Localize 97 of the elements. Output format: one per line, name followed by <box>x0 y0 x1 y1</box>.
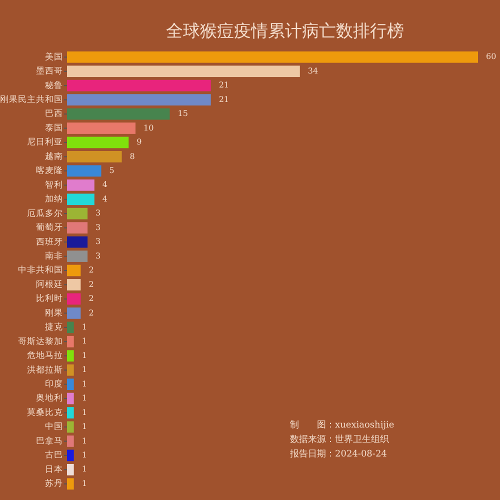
bar <box>67 122 136 134</box>
y-tick-label: 古巴 <box>45 450 63 461</box>
y-tick-label: 秘鲁 <box>45 80 63 91</box>
bar <box>67 392 74 404</box>
y-tick-label: 西班牙 <box>36 236 63 248</box>
annotation: 报告日期：2024-08-24 <box>289 448 388 460</box>
data-label: 1 <box>82 464 87 474</box>
y-tick-label: 厄瓜多尔 <box>27 208 63 219</box>
y-tick-label: 美国 <box>45 51 63 62</box>
y-tick-label: 奥地利 <box>36 392 63 404</box>
data-label: 4 <box>102 180 108 190</box>
bar <box>67 364 74 376</box>
bar <box>67 378 74 390</box>
y-tick-label: 哥斯达黎加 <box>18 336 63 347</box>
data-label: 1 <box>82 379 87 388</box>
data-label: 2 <box>88 308 94 318</box>
data-label: 15 <box>178 109 188 118</box>
bar <box>67 136 129 148</box>
data-label: 2 <box>88 294 94 304</box>
y-tick-label: 巴西 <box>45 109 63 120</box>
bar <box>67 222 88 234</box>
y-tick-label: 苏丹 <box>45 478 63 490</box>
data-label: 2 <box>88 280 94 289</box>
y-tick-label: 葡萄牙 <box>36 222 63 234</box>
y-tick-label: 南非 <box>45 250 63 262</box>
bar <box>67 208 88 220</box>
bar <box>67 94 211 106</box>
y-tick-label: 智利 <box>45 179 63 190</box>
y-tick-label: 尼日利亚 <box>27 136 63 148</box>
y-tick-label: 墨西哥 <box>36 66 63 77</box>
data-label: 9 <box>136 138 142 147</box>
data-label: 3 <box>96 208 101 218</box>
bar <box>67 51 478 63</box>
bar <box>67 322 74 334</box>
bar <box>67 66 300 78</box>
y-tick-label: 喀麦隆 <box>36 165 63 176</box>
y-tick-label: 加纳 <box>45 194 63 205</box>
y-tick-label: 中非共和国 <box>18 264 63 276</box>
data-label: 3 <box>96 222 101 232</box>
bar <box>67 279 81 290</box>
data-label: 3 <box>96 237 101 246</box>
bar <box>67 80 211 92</box>
data-label: 1 <box>82 408 87 417</box>
data-label: 1 <box>82 422 87 432</box>
data-label: 3 <box>96 251 101 260</box>
y-tick-label: 日本 <box>45 464 63 475</box>
data-label: 1 <box>82 478 87 488</box>
bar <box>67 436 74 447</box>
data-label: 2 <box>88 266 94 275</box>
bar <box>67 194 94 206</box>
annotation: 制 图：xuexiaoshijie <box>290 419 394 430</box>
bar <box>67 236 88 248</box>
bar <box>67 478 74 490</box>
data-label: 1 <box>82 350 87 360</box>
bar <box>67 464 74 476</box>
bar <box>67 250 88 262</box>
bar <box>67 336 74 348</box>
y-tick-label: 中国 <box>45 421 63 432</box>
data-label: 1 <box>82 450 87 460</box>
bar <box>67 264 81 276</box>
data-label: 1 <box>82 365 87 374</box>
y-tick-label: 刚果民主共和国 <box>0 94 63 105</box>
data-label: 4 <box>102 194 108 204</box>
bar <box>67 293 81 305</box>
bar <box>67 421 74 433</box>
data-label: 1 <box>82 394 87 403</box>
bar <box>67 307 81 319</box>
y-tick-label: 印度 <box>45 378 63 390</box>
data-label: 1 <box>82 322 87 332</box>
y-tick-label: 越南 <box>45 150 63 162</box>
y-tick-label: 刚果 <box>45 307 63 318</box>
data-label: 5 <box>109 166 114 175</box>
bar <box>67 450 74 462</box>
y-tick-label: 比利时 <box>36 293 63 304</box>
data-label: 21 <box>218 80 230 90</box>
annotation: 数据来源：世界卫生组织 <box>290 434 389 445</box>
y-tick-label: 巴拿马 <box>36 435 63 446</box>
y-tick-label: 莫桑比克 <box>27 406 63 418</box>
data-label: 21 <box>218 94 230 104</box>
data-label: 1 <box>82 436 87 446</box>
data-label: 10 <box>144 123 154 132</box>
data-label: 34 <box>308 66 318 76</box>
bar <box>67 165 102 177</box>
y-tick-label: 捷克 <box>45 322 63 333</box>
y-tick-label: 危地马拉 <box>27 350 63 362</box>
y-tick-label: 洪都拉斯 <box>27 364 63 376</box>
y-tick-label: 阿根廷 <box>36 278 63 290</box>
bar <box>67 350 74 362</box>
bar <box>67 108 170 120</box>
bar <box>67 151 122 162</box>
data-label: 8 <box>130 152 135 161</box>
bar <box>67 407 74 418</box>
chart-title: 全球猴痘疫情累计病亡数排行榜 <box>166 21 404 42</box>
data-label: 60 <box>486 52 496 62</box>
y-tick-label: 泰国 <box>45 122 63 134</box>
bar <box>67 179 94 191</box>
data-label: 1 <box>82 336 87 346</box>
